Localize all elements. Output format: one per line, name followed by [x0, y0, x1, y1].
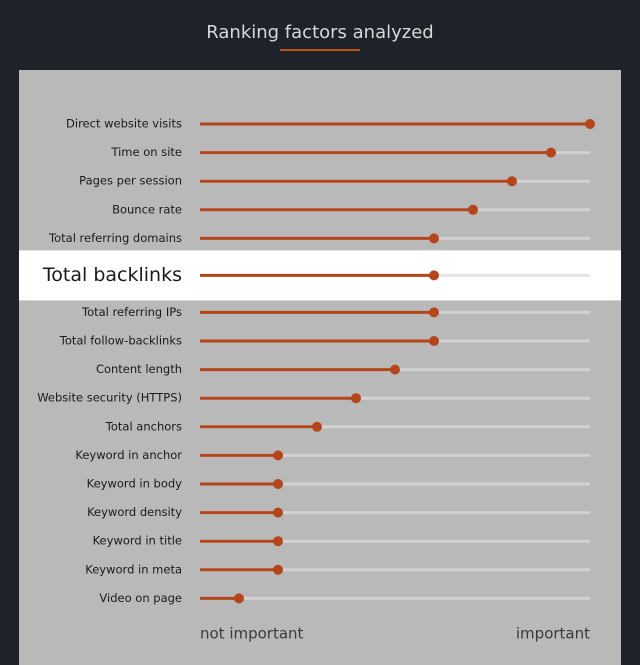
category-label: Bounce rate	[112, 202, 182, 216]
dot	[429, 233, 439, 244]
title-underline	[280, 49, 360, 51]
dot	[312, 421, 322, 432]
dot	[234, 593, 244, 604]
dot	[273, 536, 283, 547]
category-label: Video on page	[99, 591, 182, 605]
category-label: Keyword density	[87, 505, 182, 519]
dot	[351, 393, 361, 404]
dot	[429, 270, 439, 281]
chart-title: Ranking factors analyzed	[206, 22, 433, 43]
category-label: Keyword in title	[93, 534, 182, 548]
category-label: Keyword in meta	[85, 562, 182, 576]
category-label: Direct website visits	[66, 117, 182, 131]
dot	[546, 147, 556, 158]
dot	[390, 364, 400, 375]
category-label: Total backlinks	[42, 264, 182, 286]
dot	[429, 336, 439, 346]
dot	[429, 307, 439, 318]
category-label: Total anchors	[105, 419, 182, 433]
dot	[273, 564, 283, 575]
category-label: Website security (HTTPS)	[37, 391, 182, 405]
panel	[19, 70, 621, 665]
dot	[507, 176, 517, 187]
dot	[273, 479, 283, 489]
dot	[468, 204, 478, 215]
axis-label-high: important	[516, 625, 590, 643]
category-label: Pages per session	[79, 174, 182, 188]
axis-label-low: not important	[200, 625, 304, 643]
category-label: Total referring IPs	[81, 305, 182, 319]
category-label: Total follow-backlinks	[59, 334, 182, 348]
category-label: Keyword in anchor	[75, 448, 182, 462]
dot	[273, 450, 283, 461]
dot	[585, 119, 595, 129]
category-label: Total referring domains	[48, 231, 182, 245]
category-label: Content length	[96, 362, 182, 376]
category-label: Time on site	[110, 145, 182, 159]
dot	[273, 507, 283, 518]
category-label: Keyword in body	[87, 477, 183, 491]
